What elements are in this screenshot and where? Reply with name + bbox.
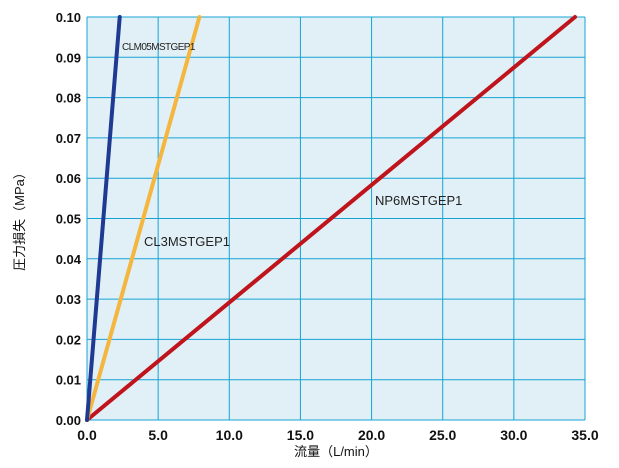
y-tick-label: 0.09 (56, 50, 81, 65)
x-tick-label: 20.0 (358, 427, 385, 443)
series-lines (85, 15, 578, 422)
y-tick-label: 0.00 (56, 413, 81, 428)
x-tick-label: 25.0 (429, 427, 456, 443)
y-tick-label: 0.10 (56, 10, 81, 25)
x-tick-label: 35.0 (571, 427, 598, 443)
y-tick-label: 0.05 (56, 212, 81, 227)
x-tick-labels: 0.0 5.0 10.0 15.0 20.0 25.0 30.0 35.0 (77, 427, 599, 443)
x-tick-label: 0.0 (77, 427, 97, 443)
series-line (85, 15, 578, 422)
y-tick-label: 0.03 (56, 292, 81, 307)
x-axis-label: 流量（L/min） (294, 444, 378, 459)
y-tick-label: 0.08 (56, 91, 81, 106)
series-label: CL3MSTGEP1 (144, 234, 230, 249)
series-label: NP6MSTGEP1 (375, 193, 462, 208)
series-labels: CLM05MSTGEP1 CL3MSTGEP1 NP6MSTGEP1 (122, 42, 462, 249)
x-tick-label: 5.0 (148, 427, 168, 443)
x-tick-label: 10.0 (216, 427, 243, 443)
series-label: CLM05MSTGEP1 (122, 42, 196, 53)
y-tick-label: 0.02 (56, 332, 81, 347)
y-tick-label: 0.06 (56, 171, 81, 186)
x-tick-label: 15.0 (287, 427, 314, 443)
y-tick-label: 0.01 (56, 373, 81, 388)
series-line (85, 15, 122, 422)
y-tick-label: 0.04 (56, 252, 82, 267)
series-line (85, 15, 202, 422)
y-tick-labels: 0.00 0.01 0.02 0.03 0.04 0.05 0.06 0.07 0.08 0.09… (56, 10, 82, 428)
grid-lines (86, 16, 586, 421)
y-tick-label: 0.07 (56, 131, 81, 146)
x-tick-label: 30.0 (500, 427, 527, 443)
y-axis-label: 圧力損失（MPa） (12, 166, 27, 271)
